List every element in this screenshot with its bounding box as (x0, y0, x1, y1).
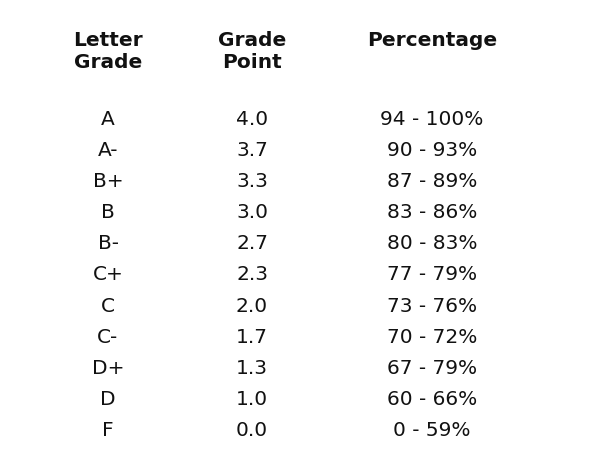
Text: C-: C- (97, 328, 119, 346)
Text: 0 - 59%: 0 - 59% (393, 421, 471, 440)
Text: 1.0: 1.0 (236, 390, 268, 409)
Text: C+: C+ (92, 266, 124, 284)
Text: Percentage: Percentage (367, 32, 497, 50)
Text: D: D (100, 390, 116, 409)
Text: B: B (101, 203, 115, 222)
Text: 60 - 66%: 60 - 66% (387, 390, 477, 409)
Text: D+: D+ (92, 359, 124, 378)
Text: 73 - 76%: 73 - 76% (387, 297, 477, 315)
Text: 4.0: 4.0 (236, 110, 268, 129)
Text: 2.0: 2.0 (236, 297, 268, 315)
Text: A-: A- (98, 141, 118, 160)
Text: 1.7: 1.7 (236, 328, 268, 346)
Text: C: C (101, 297, 115, 315)
Text: A: A (101, 110, 115, 129)
Text: 67 - 79%: 67 - 79% (387, 359, 477, 378)
Text: 77 - 79%: 77 - 79% (387, 266, 477, 284)
Text: 3.3: 3.3 (236, 172, 268, 191)
Text: 2.3: 2.3 (236, 266, 268, 284)
Text: Grade
Point: Grade Point (218, 32, 286, 72)
Text: 3.7: 3.7 (236, 141, 268, 160)
Text: 83 - 86%: 83 - 86% (387, 203, 477, 222)
Text: 87 - 89%: 87 - 89% (387, 172, 477, 191)
Text: B+: B+ (92, 172, 124, 191)
Text: 0.0: 0.0 (236, 421, 268, 440)
Text: F: F (102, 421, 114, 440)
Text: 3.0: 3.0 (236, 203, 268, 222)
Text: 94 - 100%: 94 - 100% (380, 110, 484, 129)
Text: Letter
Grade: Letter Grade (73, 32, 143, 72)
Text: 70 - 72%: 70 - 72% (387, 328, 477, 346)
Text: 80 - 83%: 80 - 83% (387, 234, 477, 253)
Text: B-: B- (97, 234, 119, 253)
Text: 2.7: 2.7 (236, 234, 268, 253)
Text: 1.3: 1.3 (236, 359, 268, 378)
Text: 90 - 93%: 90 - 93% (387, 141, 477, 160)
